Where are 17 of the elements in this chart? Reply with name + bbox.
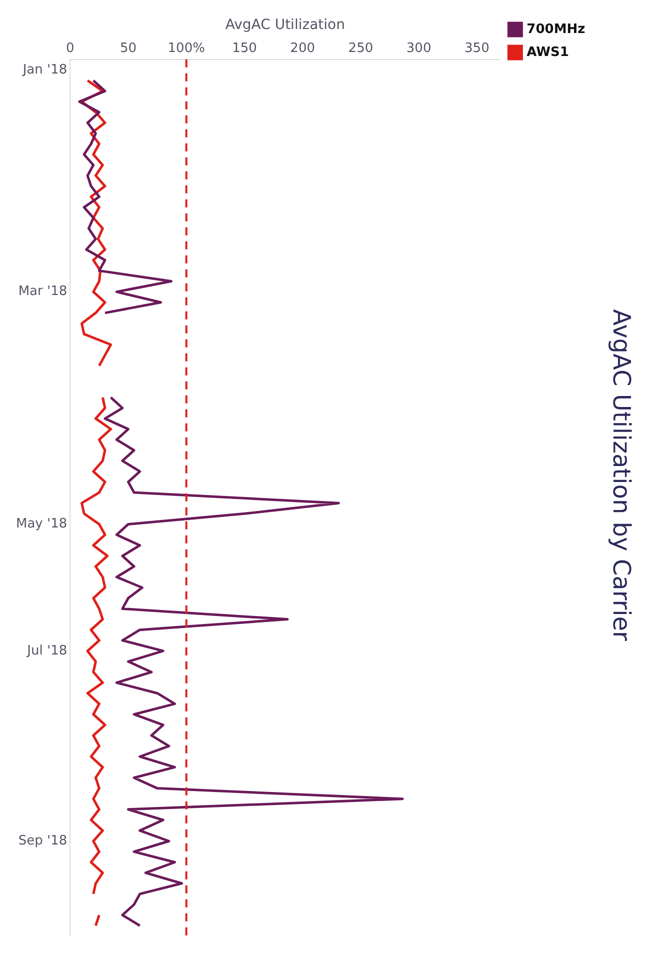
x-tick-label: 300 [406,40,432,56]
y-tick-label: May '18 [16,516,68,532]
y-tick-label: Mar '18 [18,284,68,300]
legend-label: AWS1 [526,44,569,60]
x-tick-label: 250 [348,40,374,56]
x-tick-label: 150 [232,40,257,56]
y-tick-label: Sep '18 [18,834,68,848]
x-tick-label: 0 [66,40,74,56]
x-axis-title: AvgAC Utilization [225,17,345,34]
text: AvgAC Utilization by Carrier [607,309,636,642]
x-tick-label: 100% [168,40,205,56]
legend-label: 700MHz [526,22,586,37]
y-tick-label: Jul '18 [26,643,68,658]
y-tick-label: Jan '18 [22,62,68,78]
x-tick-label: 350 [464,40,490,56]
x-tick-label: 200 [290,40,315,56]
x-tick-label: 50 [120,40,137,56]
